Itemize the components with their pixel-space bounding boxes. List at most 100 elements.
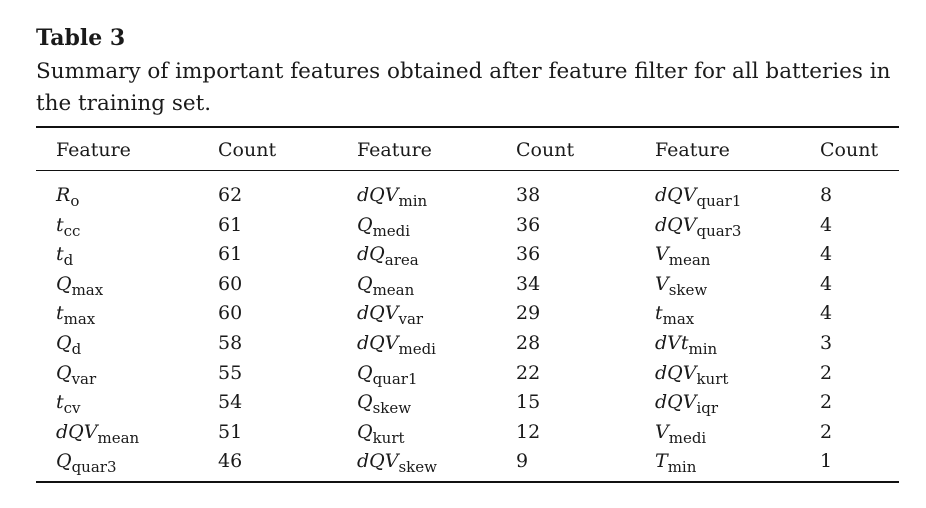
feature-cell: Vmedi (655, 419, 706, 451)
feature-cell: dQViqr (655, 389, 718, 421)
feature-subscript: iqr (696, 399, 719, 418)
count-cell: 28 (516, 332, 541, 354)
feature-cell: Qquar3 (56, 448, 117, 480)
count-cell: 60 (218, 302, 243, 325)
feature-cell: Qskew (357, 389, 411, 421)
feature-subscript: mean (372, 280, 415, 299)
count-cell: 34 (516, 272, 541, 295)
feature-cell: Qvar (56, 360, 96, 392)
feature-symbol: dQV (357, 184, 399, 206)
count-cell: 4 (820, 302, 833, 325)
feature-symbol: V (655, 420, 669, 443)
count-cell: 22 (516, 361, 541, 384)
count-cell: 60 (218, 272, 243, 295)
feature-header-2: Feature (357, 139, 432, 161)
top-rule (36, 126, 899, 128)
feature-symbol: t (655, 302, 663, 325)
count-cell: 2 (820, 420, 833, 443)
feature-subscript: var (398, 310, 424, 329)
feature-symbol: V (655, 243, 669, 266)
count-cell: 15 (516, 391, 541, 414)
count-cell: 55 (218, 361, 243, 384)
count-cell: 4 (820, 272, 833, 295)
count-cell: 38 (516, 184, 541, 206)
count-cell: 4 (820, 243, 833, 266)
feature-symbol: dVt (655, 332, 689, 354)
feature-symbol: Q (56, 450, 72, 473)
feature-subscript: min (398, 192, 428, 210)
feature-cell: dQarea (357, 241, 419, 273)
feature-subscript: max (71, 280, 104, 299)
feature-subscript: medi (372, 221, 411, 240)
count-cell: 51 (218, 420, 243, 443)
table-label: Table 3 (36, 25, 126, 51)
feature-symbol: dQV (655, 184, 697, 206)
feature-cell: dQVquar1 (655, 182, 741, 214)
table-caption: Summary of important features obtained a… (36, 59, 891, 116)
feature-symbol: T (655, 450, 668, 473)
count-cell: 29 (516, 302, 541, 325)
feature-subscript: quar3 (71, 458, 117, 477)
feature-subscript: d (71, 340, 82, 358)
feature-symbol: Q (56, 361, 72, 384)
feature-symbol: R (56, 184, 71, 206)
feature-subscript: d (63, 251, 74, 270)
feature-cell: dQVmedi (357, 330, 436, 362)
count-cell: 1 (820, 450, 833, 473)
feature-symbol: t (56, 302, 64, 325)
feature-subscript: skew (668, 280, 708, 299)
count-cell: 9 (516, 450, 529, 473)
feature-header-3: Feature (655, 139, 730, 161)
feature-subscript: max (662, 310, 695, 329)
bottom-rule (36, 481, 899, 483)
feature-cell: Tmin (655, 448, 696, 480)
feature-cell: Vskew (655, 271, 707, 303)
feature-cell: Qmax (56, 271, 103, 303)
feature-symbol: dQV (655, 361, 697, 384)
feature-symbol: dQV (357, 302, 399, 325)
feature-cell: dQVkurt (655, 360, 728, 392)
feature-subscript: medi (668, 428, 707, 447)
feature-subscript: medi (398, 340, 436, 358)
count-cell: 12 (516, 420, 541, 443)
feature-symbol: V (655, 272, 669, 295)
feature-symbol: Q (357, 420, 373, 443)
feature-cell: Qd (56, 330, 81, 362)
feature-cell: dQVvar (357, 300, 423, 332)
feature-subscript: quar1 (696, 192, 742, 210)
feature-subscript: min (688, 340, 718, 358)
feature-cell: Vmean (655, 241, 710, 273)
header-rule (36, 170, 899, 171)
count-cell: 36 (516, 213, 541, 236)
feature-symbol: Q (357, 391, 373, 414)
feature-symbol: Q (357, 272, 373, 295)
count-cell: 36 (516, 243, 541, 266)
feature-cell: dQVskew (357, 448, 437, 480)
feature-subscript: min (667, 458, 697, 477)
feature-subscript: kurt (372, 428, 405, 447)
feature-subscript: max (63, 310, 96, 329)
feature-subscript: quar3 (696, 221, 742, 240)
count-cell: 61 (218, 243, 243, 266)
count-cell: 58 (218, 332, 243, 354)
count-header-2: Count (516, 139, 575, 161)
feature-symbol: dQV (56, 420, 98, 443)
feature-cell: dVtmin (655, 330, 717, 362)
feature-symbol: dQV (357, 450, 399, 473)
feature-subscript: o (70, 192, 80, 210)
count-cell: 4 (820, 213, 833, 236)
count-header-1: Count (218, 139, 277, 161)
feature-subscript: kurt (696, 369, 729, 388)
count-cell: 2 (820, 391, 833, 414)
count-cell: 8 (820, 184, 833, 206)
feature-subscript: skew (372, 399, 412, 418)
feature-subscript: skew (398, 458, 437, 477)
feature-symbol: Q (357, 213, 373, 236)
count-header-3: Count (820, 139, 879, 161)
feature-symbol: t (56, 243, 64, 266)
feature-symbol: dQV (655, 213, 697, 236)
feature-cell: tmax (655, 300, 694, 332)
feature-cell: Qkurt (357, 419, 405, 451)
feature-subscript: mean (668, 251, 711, 270)
feature-symbol: Q (56, 272, 72, 295)
